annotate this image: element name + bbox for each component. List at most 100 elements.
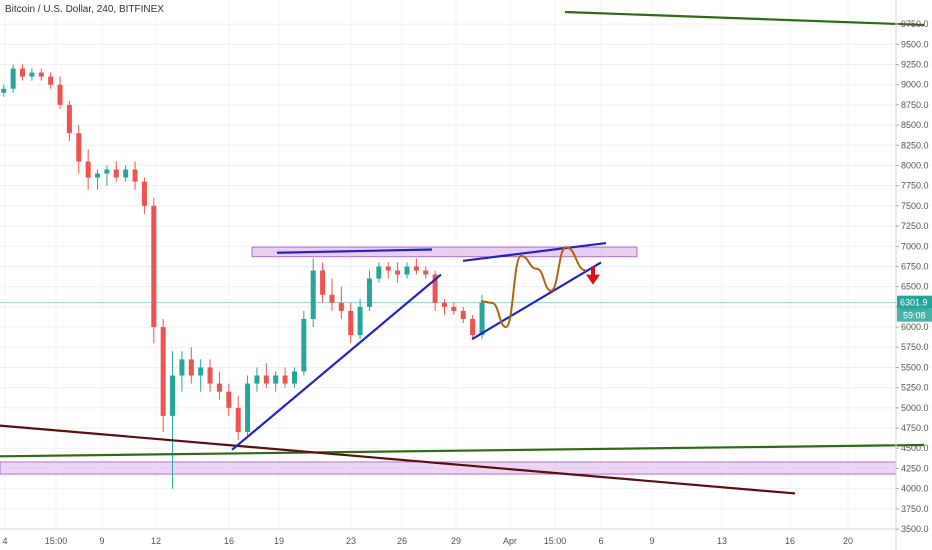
candle-body (413, 266, 419, 271)
candle-body (85, 161, 91, 178)
y-tick-label: 4000.0 (901, 484, 929, 494)
candle-body (263, 375, 269, 384)
maroon-long-trendline (0, 424, 796, 495)
x-tick-label: 20 (843, 536, 853, 546)
last-price-badge (897, 295, 932, 309)
candle-body (20, 68, 26, 77)
x-tick-label: 16 (224, 536, 234, 546)
candle-body (404, 266, 410, 275)
y-tick-label: 5250.0 (901, 383, 929, 393)
down-arrow-icon (586, 274, 600, 285)
y-tick-label: 7500.0 (901, 201, 929, 211)
candle-body (273, 375, 279, 384)
countdown-badge (897, 308, 932, 322)
x-tick-label: 12 (151, 536, 161, 546)
green-support-line (0, 443, 925, 458)
candle-body (357, 306, 363, 336)
candle-body (329, 294, 335, 303)
candle-body (179, 359, 185, 376)
candle-body (310, 270, 316, 319)
candle-body (207, 367, 213, 384)
candle-body (291, 371, 297, 384)
candle-body (29, 72, 35, 77)
x-tick-label: 26 (397, 536, 407, 546)
candle-body (282, 375, 288, 384)
y-tick-label: 5750.0 (901, 342, 929, 352)
y-tick-label: 8500.0 (901, 120, 929, 130)
y-tick-label: 8750.0 (901, 100, 929, 110)
y-tick-label: 9000.0 (901, 80, 929, 90)
candle-body (66, 104, 72, 134)
candle-body (216, 383, 222, 392)
candle-body (104, 169, 110, 174)
candle-body (57, 84, 63, 105)
wedge-upper-line (462, 241, 607, 262)
countdown-label: 59:08 (903, 311, 926, 321)
x-tick-label: 4 (2, 536, 7, 546)
x-tick-label: 13 (717, 536, 727, 546)
candle-body (432, 274, 438, 303)
x-tick-label: 16 (785, 536, 795, 546)
last-price-label: 6301.9 (900, 298, 928, 308)
candle-body (141, 181, 147, 206)
x-tick-label: 15:00 (544, 536, 567, 546)
candle-body (10, 68, 16, 89)
y-tick-label: 5500.0 (901, 362, 929, 372)
y-tick-label: 4500.0 (901, 443, 929, 453)
candle-body (479, 302, 485, 336)
y-tick-label: 6750.0 (901, 261, 929, 271)
zone-layer (0, 246, 897, 475)
candle-body (132, 169, 138, 182)
y-tick-label: 4750.0 (901, 423, 929, 433)
candle-body (235, 407, 241, 433)
candle-body (226, 391, 232, 408)
candle-body (76, 133, 82, 162)
candle-body (151, 205, 157, 328)
chart-title: Bitcoin / U.S. Dollar, 240, BITFINEX (5, 4, 164, 15)
candle-body (395, 270, 401, 275)
candle-body (1, 88, 7, 93)
y-tick-label: 6000.0 (901, 322, 929, 332)
green-top-line (564, 10, 925, 27)
x-tick-label: Apr (503, 536, 517, 546)
y-tick-label: 7250.0 (901, 221, 929, 231)
candle-body (301, 318, 307, 372)
y-tick-label: 9250.0 (901, 60, 929, 70)
x-tick-label: 23 (346, 536, 356, 546)
y-tick-label: 9500.0 (901, 39, 929, 49)
candle-body (423, 270, 429, 275)
candle-body (470, 318, 476, 336)
x-tick-label: 15:00 (45, 536, 68, 546)
y-tick-label: 7000.0 (901, 241, 929, 251)
y-tick-label: 6500.0 (901, 282, 929, 292)
candle-body (48, 76, 54, 85)
candle-body (170, 375, 176, 416)
x-tick-label: 19 (274, 536, 284, 546)
down-arrow-shaft (591, 266, 595, 277)
wedge-lower-line (471, 261, 602, 341)
candle-body (338, 302, 344, 311)
x-tick-label: 9 (99, 536, 104, 546)
line-layer (0, 10, 925, 495)
candle-body (95, 173, 101, 178)
candle-body (188, 359, 194, 376)
projection-path (480, 246, 587, 329)
y-tick-label: 4250.0 (901, 463, 929, 473)
y-tick-label: 5000.0 (901, 403, 929, 413)
y-tick-label: 8250.0 (901, 140, 929, 150)
candle-body (376, 266, 382, 279)
candle-body (348, 310, 354, 336)
candle-body (38, 72, 44, 77)
grid-layer (0, 0, 896, 530)
y-tick-label: 9750.0 (901, 19, 929, 29)
candle-body (385, 266, 391, 271)
y-tick-label: 3750.0 (901, 504, 929, 514)
resistance-zone (251, 246, 638, 258)
candle-body (366, 278, 372, 307)
y-tick-label: 3500.0 (901, 524, 929, 534)
candle-body (451, 306, 457, 311)
candle-body (245, 383, 251, 433)
resistance-line-1 (276, 248, 433, 254)
